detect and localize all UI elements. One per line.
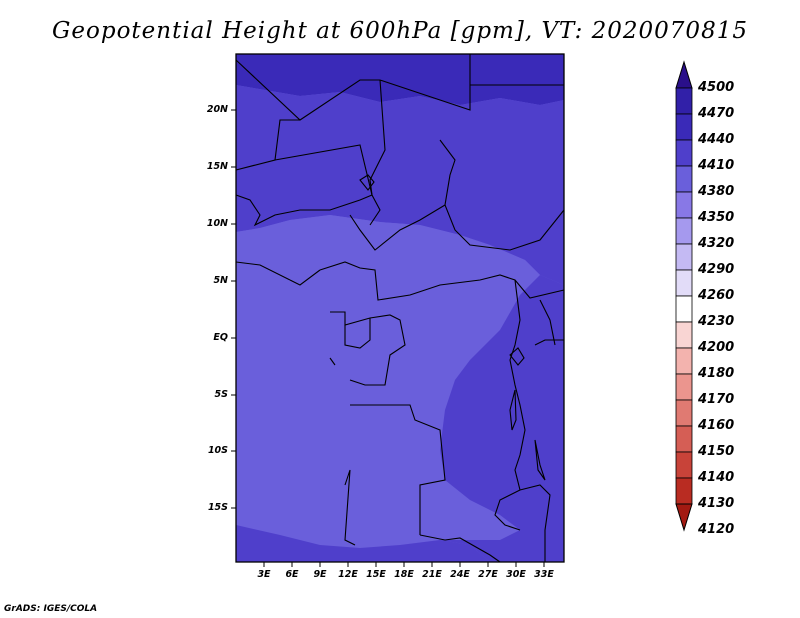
lon-label-15e: 15E [366,569,386,580]
lat-label-5s: 5S [214,389,228,400]
colorbar-segment [675,113,693,141]
colorbar-label-4440: 4440 [698,132,735,147]
lat-label-15s: 15S [207,502,228,513]
lon-label-30e: 30E [506,569,526,580]
colorbar-segment [675,165,693,193]
lat-label-eq: EQ [213,332,228,343]
colorbar-label-4140: 4140 [698,470,735,485]
colorbar-arrow-bottom [675,503,693,532]
lon-label-27e: 27E [478,569,498,580]
height-contour-4410-north [236,85,564,285]
lon-label-18e: 18E [394,569,414,580]
lon-label-9e: 9E [313,569,327,580]
colorbar-label-4470: 4470 [698,106,735,121]
colorbar-label-4260: 4260 [698,288,735,303]
colorbar-segment [675,477,693,505]
colorbar-segment [675,451,693,479]
colorbar-label-4320: 4320 [698,236,735,251]
colorbar-segment [675,217,693,245]
lon-ticks [263,562,545,567]
colorbar-segment [675,191,693,219]
lon-label-6e: 6E [285,569,299,580]
map-frame [235,53,565,563]
colorbar-label-4290: 4290 [698,262,735,277]
colorbar-label-4350: 4350 [698,210,735,225]
colorbar-label-4180: 4180 [698,366,735,381]
height-contour-4410-southwest [236,525,490,562]
colorbar-segment [675,243,693,271]
height-contour-4410-east [440,275,564,562]
colorbar-label-4120: 4120 [698,522,735,537]
lon-label-3e: 3E [257,569,271,580]
colorbar-segment [675,347,693,375]
colorbar-label-4200: 4200 [698,340,735,355]
lat-label-10n: 10N [206,218,228,229]
height-contour-4380-central [236,215,540,548]
colorbar-arrow-top [675,60,693,89]
lon-label-24e: 24E [450,569,470,580]
lat-label-15n: 15N [206,161,228,172]
colorbar-segment [675,321,693,349]
lon-label-33e: 33E [534,569,554,580]
colorbar-label-4150: 4150 [698,444,735,459]
colorbar-label-4130: 4130 [698,496,735,511]
lon-label-12e: 12E [338,569,358,580]
lat-label-10s: 10S [207,445,228,456]
country-borders [235,54,565,563]
colorbar [675,60,693,532]
colorbar-label-4230: 4230 [698,314,735,329]
chart-title: Geopotential Height at 600hPa [gpm], VT:… [52,18,748,44]
colorbar-segment [675,373,693,401]
colorbar-segment [675,87,693,115]
colorbar-segment [675,139,693,167]
lakes [329,174,546,481]
colorbar-label-4410: 4410 [698,158,735,173]
colorbar-label-4380: 4380 [698,184,735,199]
lat-ticks [231,109,236,509]
colorbar-segment [675,295,693,323]
colorbar-segment [675,425,693,453]
lat-label-5n: 5N [213,275,228,286]
colorbar-label-4160: 4160 [698,418,735,433]
lat-label-20n: 20N [206,104,228,115]
height-contour-4440-north [236,54,564,105]
colorbar-label-4170: 4170 [698,392,735,407]
lon-label-21e: 21E [422,569,442,580]
colorbar-segment [675,399,693,427]
credit-text: GrADS: IGES/COLA [4,604,98,614]
colorbar-label-4500: 4500 [698,80,735,95]
colorbar-segment [675,269,693,297]
